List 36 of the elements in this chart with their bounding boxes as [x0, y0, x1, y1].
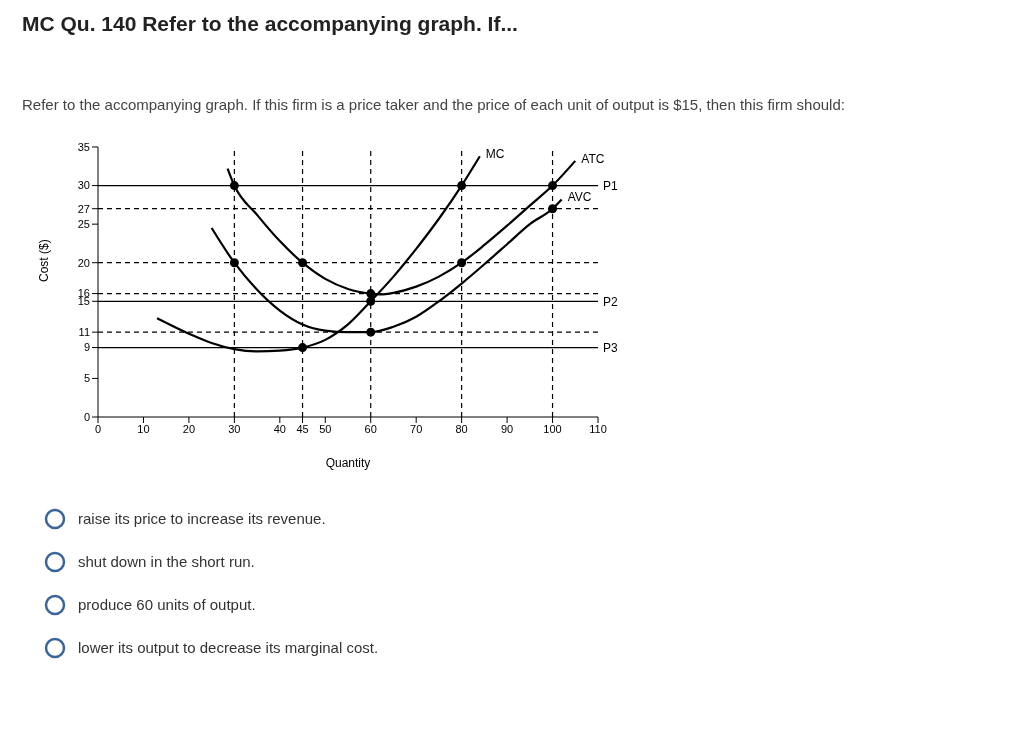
- text: raise its price to increase its revenue.: [78, 510, 326, 527]
- x-tick-label: 100: [543, 422, 562, 435]
- y-tick-label: 35: [77, 140, 90, 153]
- x-tick-label: 50: [319, 422, 332, 435]
- chart-title: MC Qu. 140 Refer to the accompanying graph. If...: [22, 12, 519, 36]
- x-tick-label: 90: [500, 422, 514, 435]
- x-tick-label: 70: [410, 422, 423, 435]
- x-axis-title: Quantity: [325, 456, 371, 470]
- y-tick-label: 30: [77, 179, 90, 192]
- text: shut down in the short run.: [78, 553, 255, 570]
- series-label: ATC: [581, 151, 605, 166]
- text: produce 60 units of output.: [78, 596, 256, 613]
- ref-line-label: P1: [603, 178, 618, 193]
- y-tick-label: 27: [77, 202, 90, 215]
- x-tick-label: 40: [273, 422, 286, 435]
- x-tick-label: 110: [589, 422, 607, 435]
- x-tick-label: 60: [364, 422, 377, 435]
- y-tick-label: 11: [78, 326, 90, 339]
- x-tick-label: 20: [182, 422, 196, 435]
- y-tick-label: 5: [83, 372, 90, 385]
- y-tick-label: 25: [77, 218, 90, 231]
- chart-subtitle: Refer to the accompanying graph. If this firm is a price taker and the price of each unit of output is $15, then this firm should:: [22, 96, 846, 113]
- x-tick-label: 0: [94, 422, 102, 435]
- series-label: AVC: [567, 190, 592, 205]
- x-tick-label: 45: [296, 422, 309, 435]
- x-tick-label: 80: [455, 422, 468, 435]
- series-label: MC: [485, 147, 505, 162]
- text: lower its output to decrease its marginal cost.: [78, 639, 379, 656]
- y-axis-title: Cost ($): [37, 239, 52, 282]
- y-tick-label: 0: [83, 410, 90, 423]
- y-tick-label: 9: [83, 341, 90, 354]
- x-tick-label: 30: [228, 422, 241, 435]
- ref-line-label: P3: [603, 340, 618, 355]
- y-tick-label: 20: [77, 256, 90, 269]
- ref-line-label: P2: [603, 294, 618, 309]
- x-tick-label: 10: [137, 422, 150, 435]
